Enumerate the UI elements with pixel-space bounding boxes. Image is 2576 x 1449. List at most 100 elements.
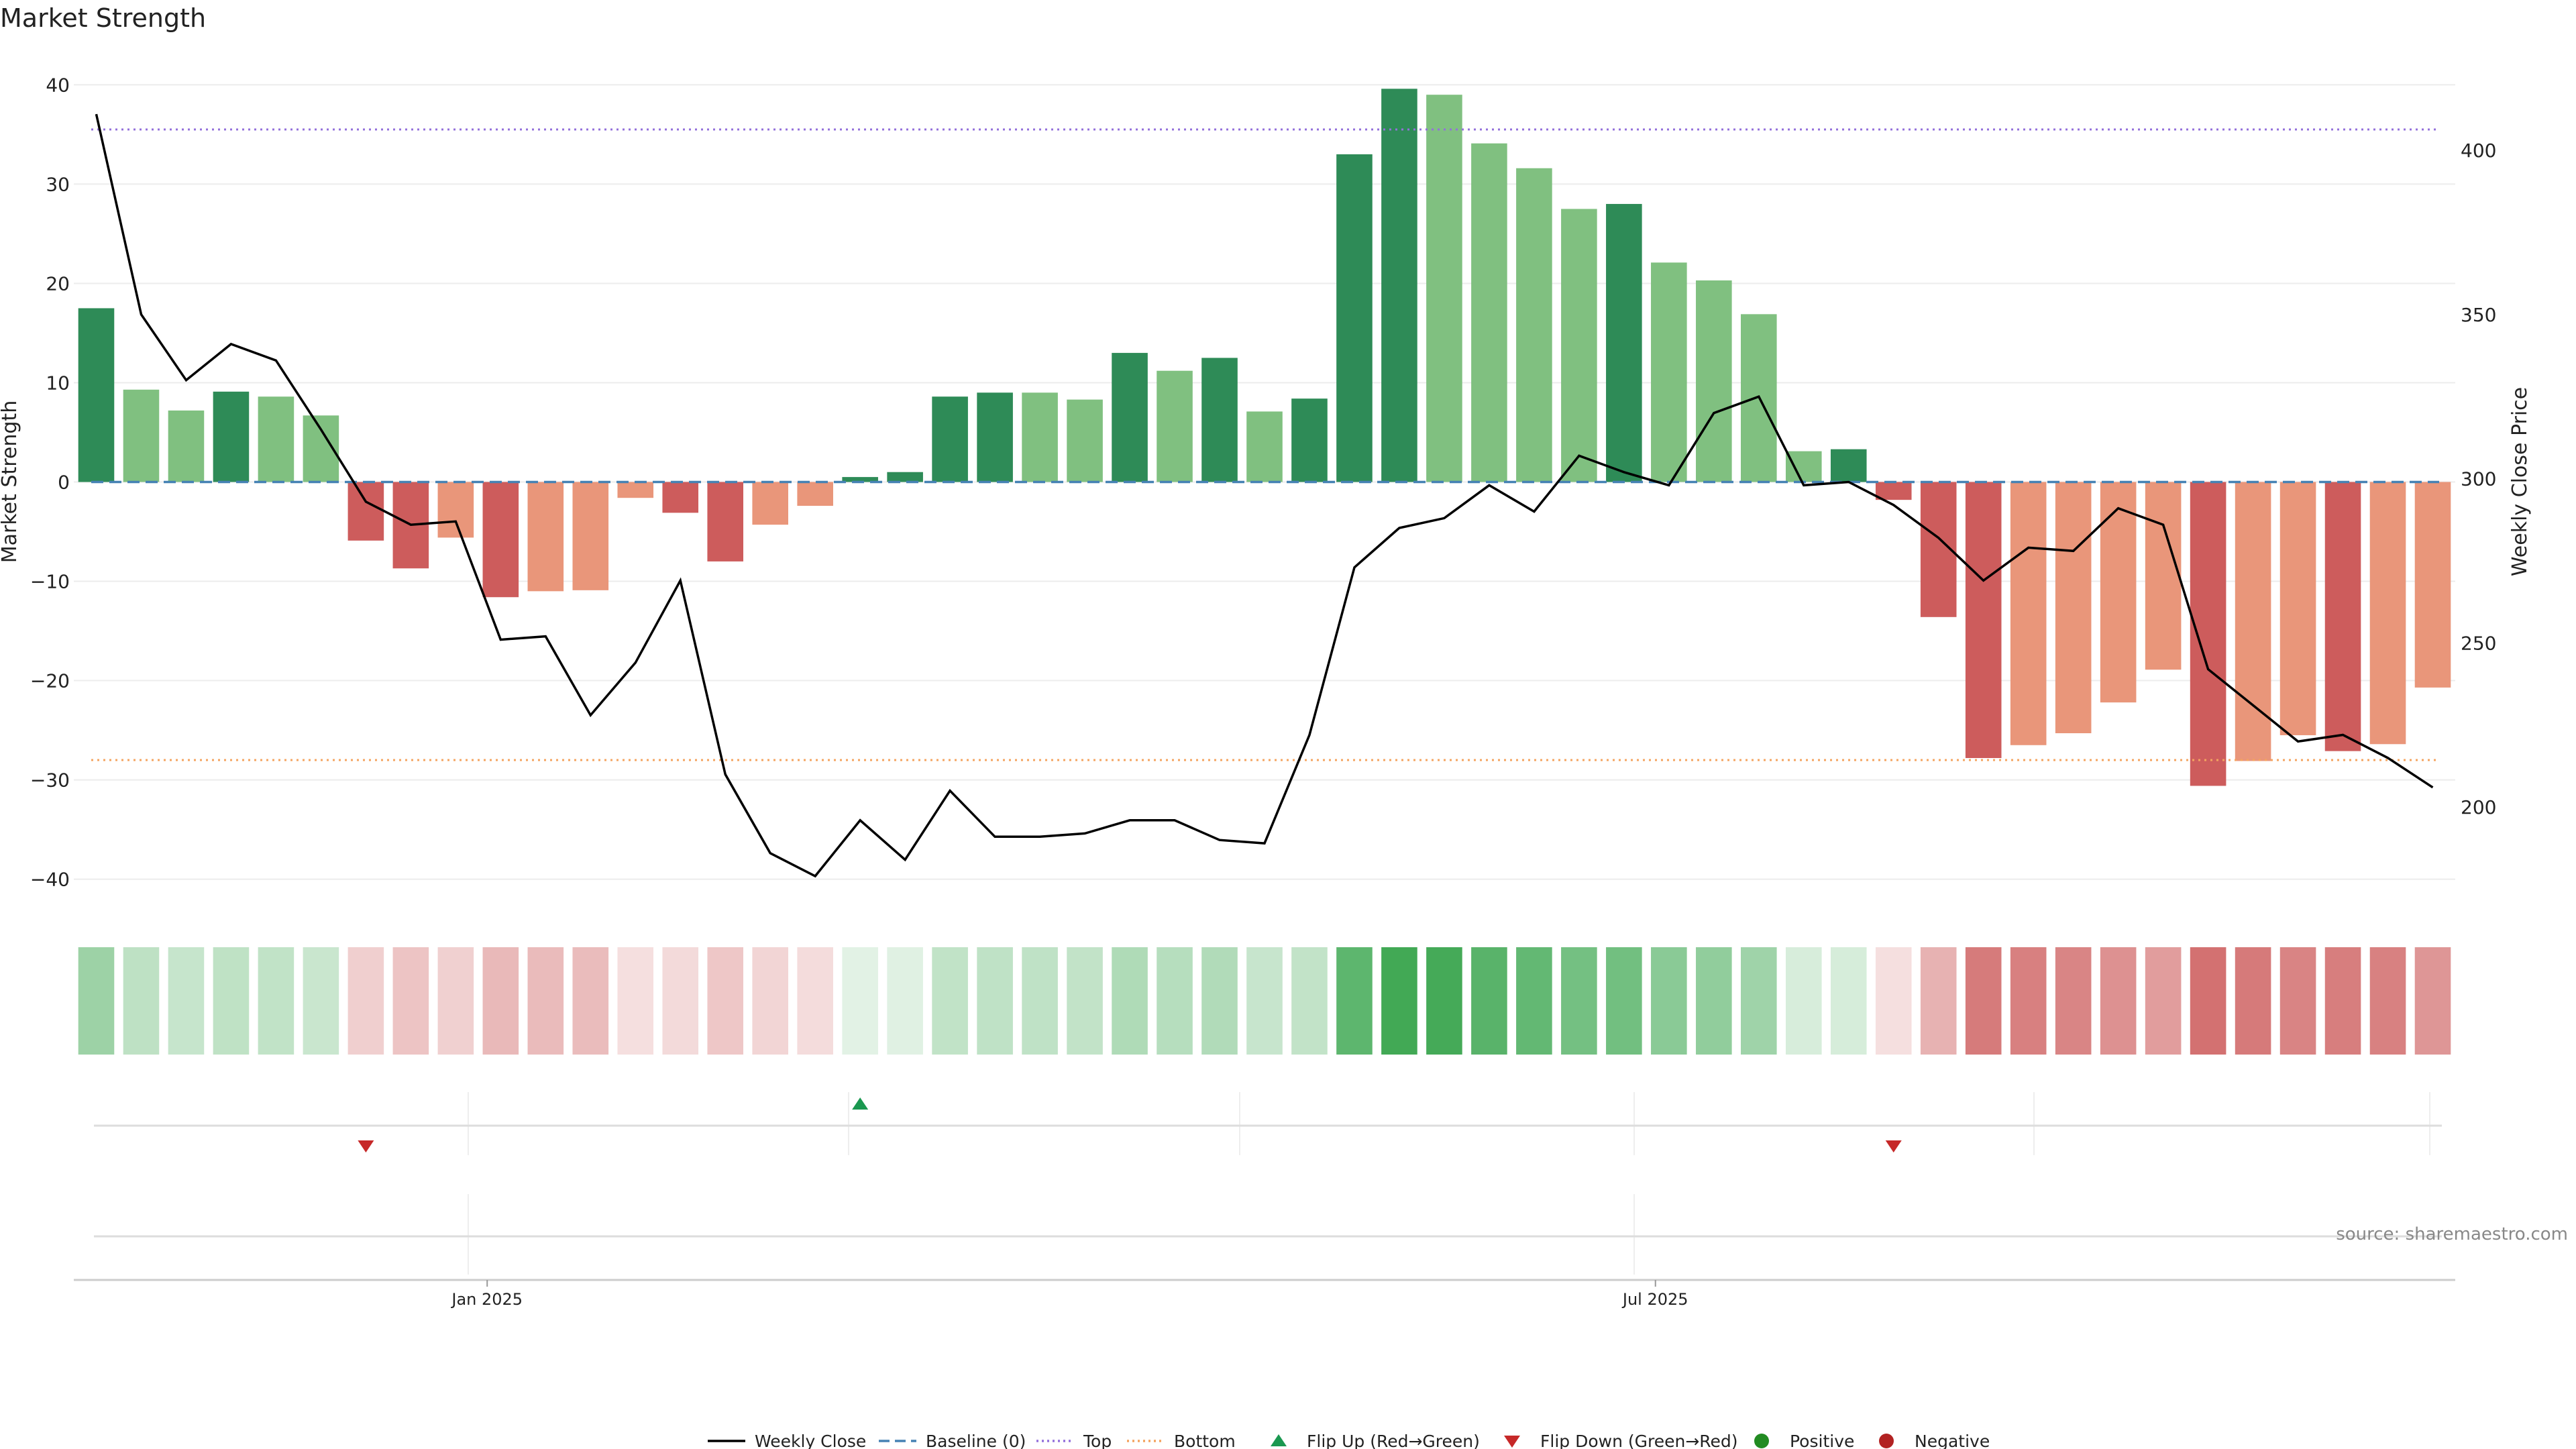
heat-cell [1291, 947, 1328, 1055]
legend-swatch [1754, 1434, 1769, 1448]
y2-tick-label: 200 [2461, 796, 2496, 818]
heat-cell [2235, 947, 2271, 1055]
heat-cell [78, 947, 115, 1055]
x-tick-label: Jan 2025 [450, 1290, 523, 1309]
legend-item: Bottom [1127, 1432, 1236, 1449]
heat-cell [2010, 947, 2047, 1055]
y-tick-label: 0 [58, 472, 70, 494]
heat-cell [707, 947, 744, 1055]
heat-cell [1516, 947, 1552, 1055]
strength-bar [347, 482, 384, 541]
legend-item: Positive [1754, 1432, 1854, 1449]
heat-cell [482, 947, 519, 1055]
chart-title: Market Strength [0, 3, 206, 33]
strength-bar [977, 392, 1013, 482]
y2-tick-label: 250 [2461, 632, 2496, 654]
legend-label: Flip Up (Red→Green) [1307, 1432, 1480, 1449]
y-tick-label: 40 [46, 74, 70, 96]
strength-bars [78, 89, 2451, 786]
strength-bar [2010, 482, 2047, 745]
y-tick-label: 30 [46, 173, 70, 195]
legend-item: Negative [1879, 1432, 1990, 1449]
y-tick-label: −20 [30, 670, 70, 692]
strength-bar [1201, 358, 1238, 482]
reference-lines [91, 128, 2439, 761]
heat-cell [2100, 947, 2137, 1055]
y-tick-label: −30 [30, 769, 70, 792]
y2-tick-label: 300 [2461, 468, 2496, 490]
strength-bar [2369, 482, 2406, 745]
y-tick-label: −10 [30, 571, 70, 593]
heat-cell [392, 947, 429, 1055]
strength-bar [2324, 482, 2361, 751]
legend-label: Baseline (0) [926, 1432, 1026, 1449]
heat-cell [1336, 947, 1373, 1055]
heat-cell [1785, 947, 1822, 1055]
source-note: source: sharemaestro.com [2336, 1224, 2568, 1244]
strength-bar [213, 391, 250, 482]
strength-bar [1022, 392, 1058, 482]
strength-bar [258, 396, 294, 482]
strength-bar [168, 410, 205, 482]
heat-cell [1426, 947, 1462, 1055]
y-axis-label: Market Strength [0, 400, 21, 563]
heat-cell [572, 947, 609, 1055]
heat-cell [797, 947, 833, 1055]
weekly-close-line [95, 113, 2434, 878]
strength-bar [123, 389, 160, 482]
strength-bar [2190, 482, 2226, 786]
strength-bar [1696, 280, 1732, 482]
legend-swatch [1271, 1434, 1287, 1446]
strength-bar [1426, 95, 1462, 482]
heat-cell [2190, 947, 2226, 1055]
strength-heatmap-strip [78, 947, 2451, 1055]
strength-bar [2100, 482, 2137, 703]
heat-cell [1696, 947, 1732, 1055]
strength-bar [662, 482, 699, 513]
strength-bar [2235, 482, 2271, 761]
heat-cell [1920, 947, 1957, 1055]
heat-cell [1112, 947, 1148, 1055]
legend-label: Positive [1790, 1432, 1854, 1449]
heat-cell [1875, 947, 1912, 1055]
strength-bar [752, 482, 788, 525]
legend-label: Flip Down (Green→Red) [1540, 1432, 1738, 1449]
heat-cell [2145, 947, 2182, 1055]
heat-cell [842, 947, 878, 1055]
strength-bar [1965, 482, 2002, 759]
heat-cell [1471, 947, 1507, 1055]
strength-bar [1875, 482, 1912, 500]
strength-bar [1112, 353, 1148, 482]
strength-bar [797, 482, 833, 506]
right-axis-ticks: 400 350 300 250 200 [2461, 140, 2496, 818]
flip-down-marker [358, 1140, 374, 1152]
heat-cell [527, 947, 564, 1055]
strength-bar [1606, 204, 1642, 482]
heat-cell [2369, 947, 2406, 1055]
y2-axis-label: Weekly Close Price [2508, 387, 2532, 576]
heat-cell [2414, 947, 2451, 1055]
y-tick-label: 10 [46, 372, 70, 394]
legend-item: Top [1036, 1432, 1112, 1449]
heat-cell [662, 947, 699, 1055]
strength-bar [1471, 143, 1507, 482]
strength-bar [1246, 411, 1283, 482]
heat-cell [303, 947, 339, 1055]
strength-bar [527, 482, 564, 592]
strength-bar [2145, 482, 2182, 670]
heat-cell [617, 947, 654, 1055]
legend-item: Flip Up (Red→Green) [1271, 1432, 1480, 1449]
heat-cell [1381, 947, 1417, 1055]
strength-bar [1157, 370, 1193, 482]
strength-bar [1067, 399, 1103, 482]
y2-tick-label: 400 [2461, 140, 2496, 162]
y-tick-label: −40 [30, 869, 70, 891]
strength-bar [1291, 398, 1328, 482]
legend-item: Weekly Close [708, 1432, 866, 1449]
legend-label: Weekly Close [755, 1432, 866, 1449]
legend-label: Top [1083, 1432, 1112, 1449]
heat-cell [1651, 947, 1687, 1055]
strength-bar [617, 482, 654, 498]
flip-down-marker [1885, 1140, 1902, 1152]
